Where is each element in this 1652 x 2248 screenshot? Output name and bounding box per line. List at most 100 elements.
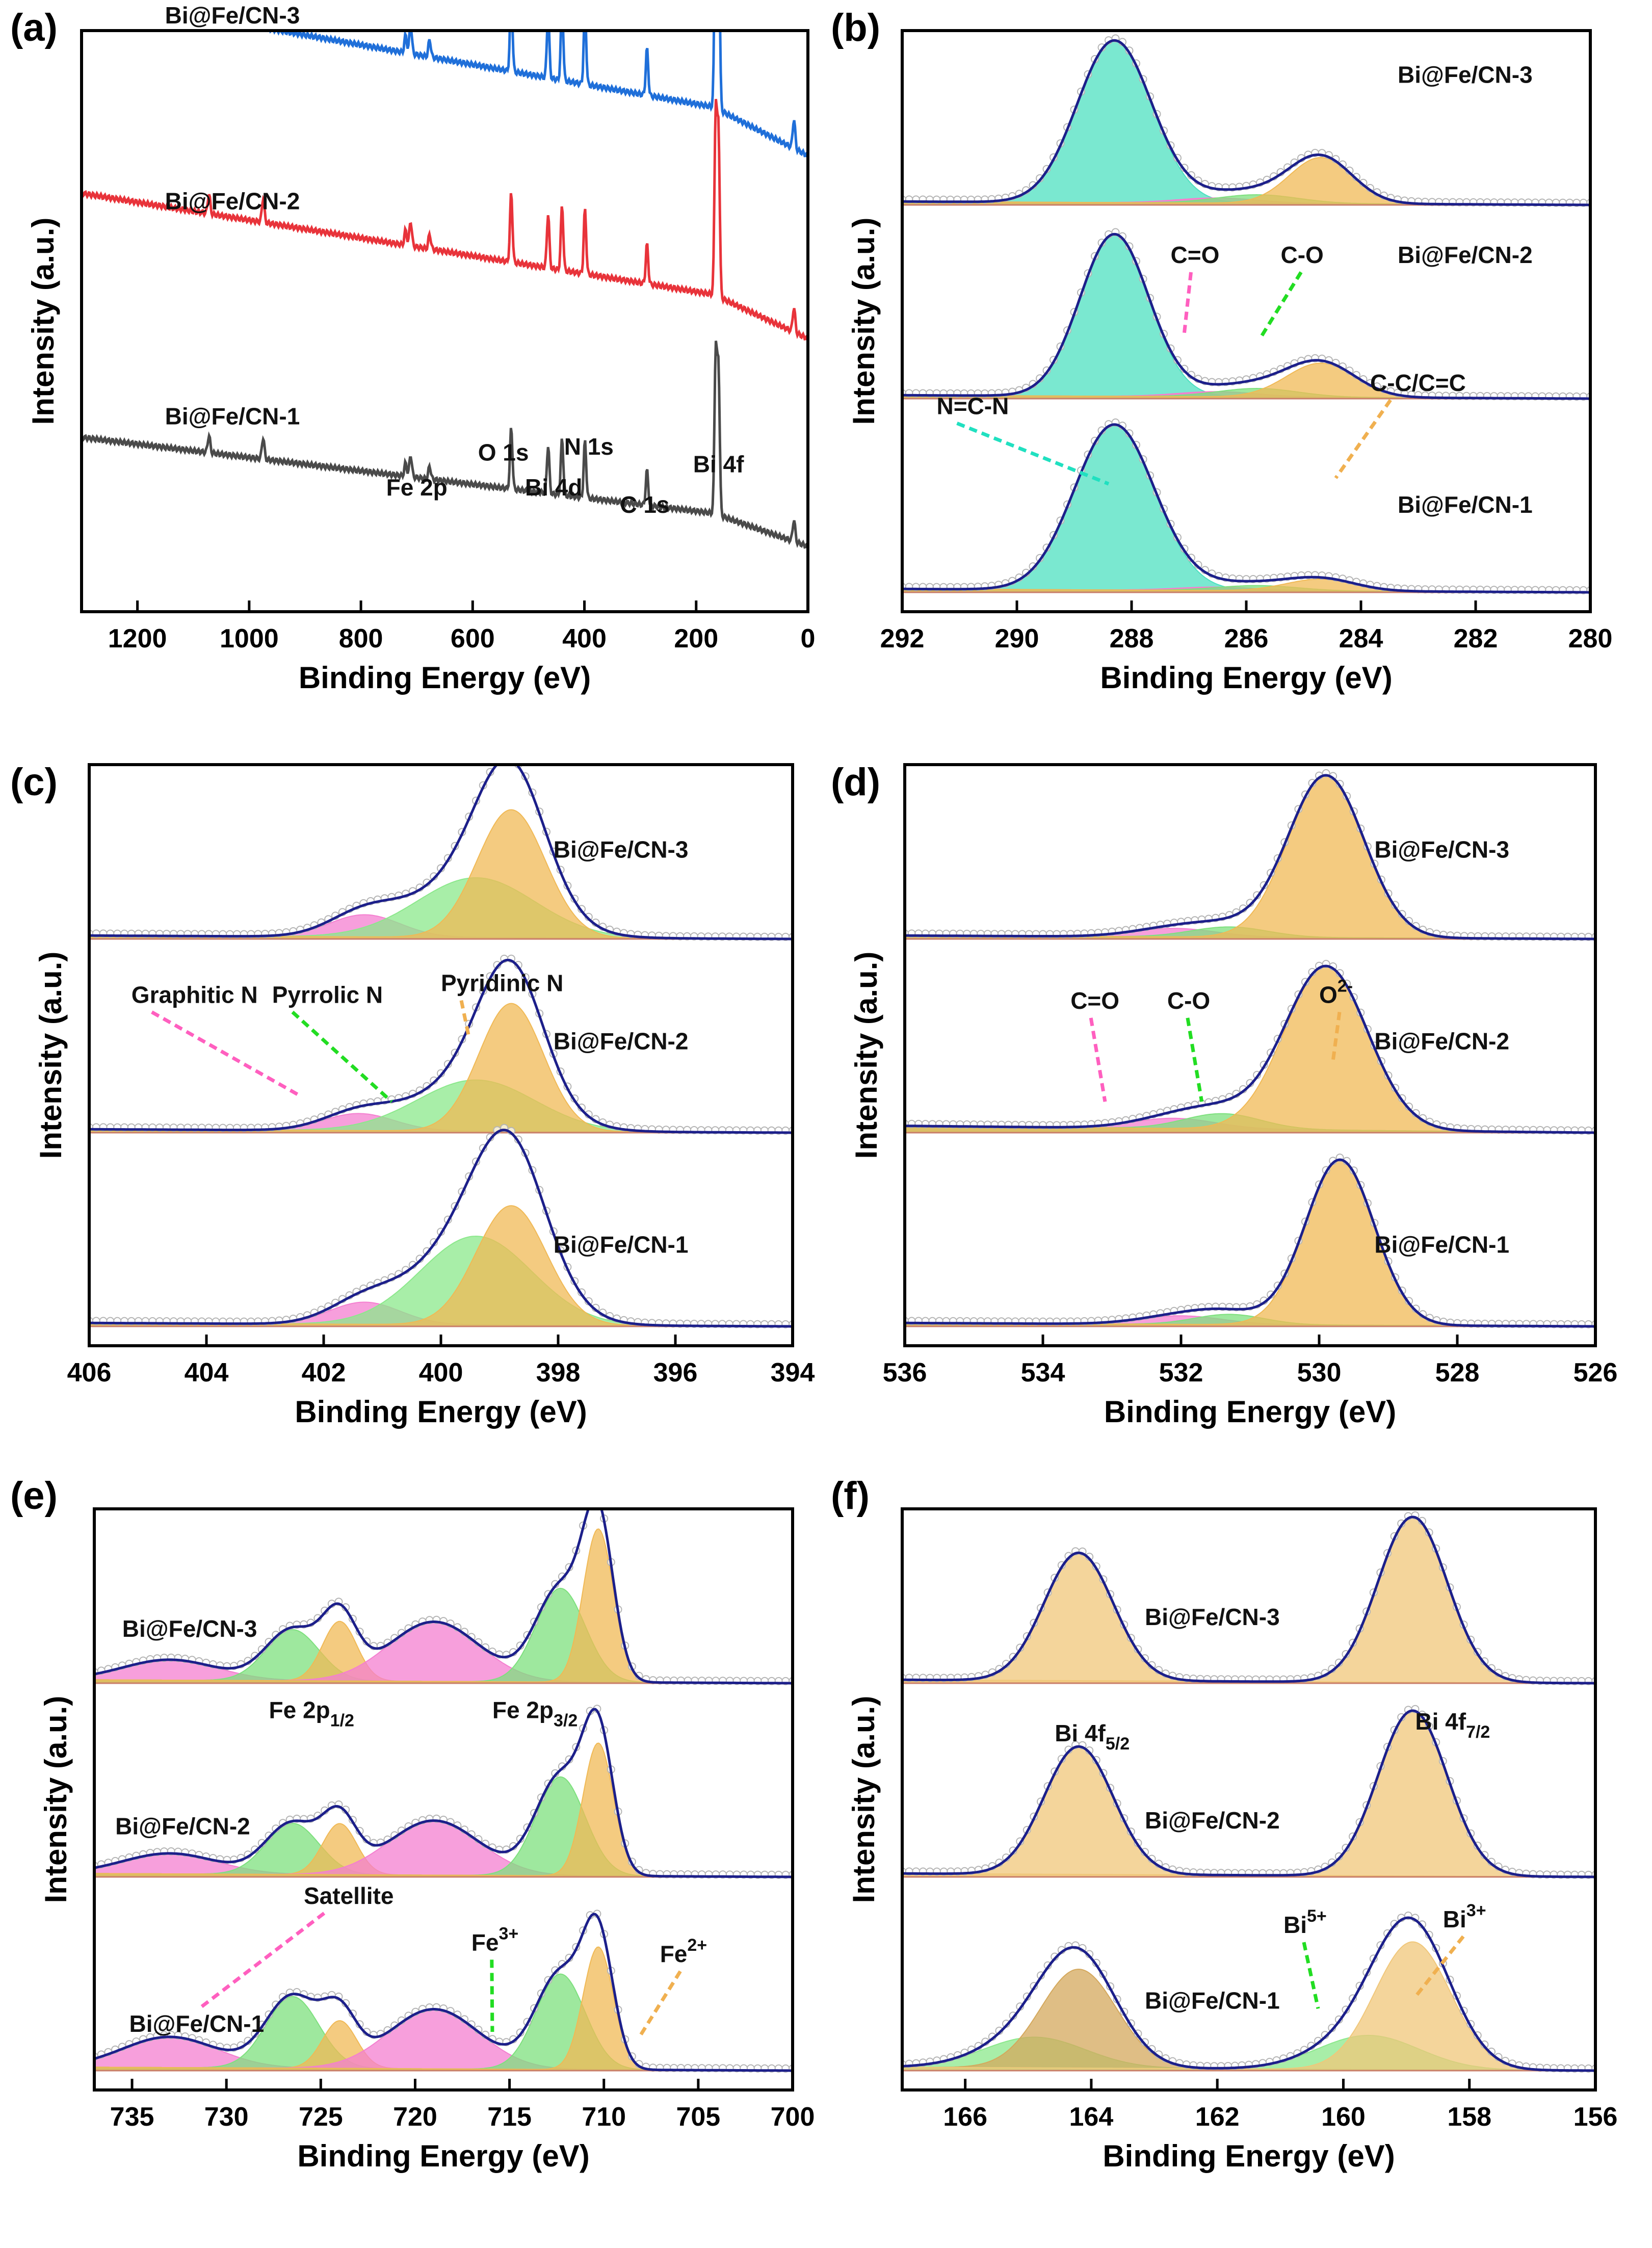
fit-envelope [96,1708,791,1878]
x-tick-label-f: 160 [1321,2102,1366,2132]
x-tick-label-e: 700 [771,2102,815,2132]
x-tick-label-c: 400 [419,1358,463,1388]
x-tick-label-f: 156 [1574,2102,1618,2132]
component-peak [91,878,791,939]
component-outline [904,1517,1594,1684]
fit-envelope [906,964,1594,1134]
x-tick-label-e: 725 [299,2102,343,2132]
component-peak [904,1942,1594,2071]
x-tick-label-b: 286 [1224,624,1269,654]
peak-annotation: Bi3+ [1443,1901,1486,1932]
annotation-leader [1331,1011,1342,1061]
x-tick-label-a: 600 [451,624,495,654]
annotation-leader [1258,271,1303,340]
plot-area-b [904,34,1589,594]
peak-label: Bi 4d [525,474,582,501]
sample-label: Bi@Fe/CN-3 [554,836,689,862]
x-tick-label-e: 705 [676,2102,720,2132]
peak-annotation: Fe2+ [660,1936,707,1967]
component-peak [904,40,1589,205]
raw-data-points [904,418,1589,594]
peak-annotation: Pyridinic N [441,970,563,997]
component-peak [96,2009,791,2071]
component-peak [904,1711,1594,1877]
panel-e: (e) 735 730 725 720 715 710 705 700 Binding Energ… [10,1474,815,2173]
x-tick-label-b: 284 [1339,624,1383,654]
component-peak [96,1823,791,1877]
fit-envelope [904,232,1589,400]
peak-label: Fe 2p [386,474,448,501]
component-peak [96,1947,791,2071]
x-tick-label-b: 280 [1568,624,1613,654]
peak-annotation-main: Bi [1443,1906,1466,1932]
raw-data-points [906,1154,1594,1328]
group-label-sub: 5/2 [1106,1734,1130,1754]
panel-a: (a) 1200 1000 800 600 400 200 0 Binding Energy (… [10,2,815,695]
annotation-leader [1334,399,1392,479]
plot-frame-f [901,1507,1597,2092]
x-tick-label-a: 1000 [220,624,279,654]
sample-label: Bi@Fe/CN-1 [165,403,300,429]
peak-label: Bi 4f [693,451,744,477]
y-axis-label-d: Intensity (a.u.) [849,952,883,1159]
peak-annotation-main: Pyridinic N [441,970,563,997]
peak-annotation-sup: 5+ [1307,1906,1327,1926]
group-label-main: Fe 2p [269,1696,330,1723]
x-tick-label-b: 282 [1454,624,1498,654]
peak-annotation: Bi5+ [1283,1906,1327,1938]
annotation-leader [151,1010,301,1097]
fit-envelope [91,766,791,940]
peak-annotation-main: Pyrrolic N [272,981,383,1008]
group-label-sub: 3/2 [554,1711,578,1730]
sample-label: Bi@Fe/CN-2 [1145,1807,1280,1834]
x-axis-label-e: Binding Energy (eV) [297,2139,589,2173]
panel-f: (f) 166 164 162 160 158 156 Binding Energy (eV)… [831,1474,1617,2173]
raw-data-points [904,1705,1594,1879]
x-axis-label-f: Binding Energy (eV) [1103,2139,1395,2173]
peak-annotation-main: Graphitic N [132,981,258,1008]
y-axis-label-f: Intensity (a.u.) [847,1696,881,1903]
x-tick-label-c: 394 [771,1358,815,1388]
component-peak [91,1080,791,1133]
peak-annotation-main: Fe [660,1941,688,1967]
plot-frame-a [80,29,809,613]
panel-label-d: (d) [831,761,880,804]
peak-annotation-main: Satellite [304,1883,394,1909]
plot-frame-e [93,1507,794,2092]
peak-annotation-main: Fe [471,1929,499,1955]
x-tick-label-d: 536 [883,1358,927,1388]
fit-envelope [904,1709,1594,1878]
group-label: Fe 2p1/2 [269,1696,354,1730]
sample-label: Bi@Fe/CN-3 [122,1615,257,1642]
fit-envelope [904,423,1589,594]
peak-annotation-main: O [1319,981,1338,1008]
panel-label-b: (b) [831,6,880,49]
fit-envelope [96,1510,791,1685]
sample-label: Bi@Fe/CN-1 [1374,1232,1509,1258]
x-tick-label-e: 710 [582,2102,626,2132]
x-tick-label-d: 526 [1574,1358,1618,1388]
component-peak [904,1553,1594,1683]
annotation-leader [637,1970,682,2039]
peak-annotation: Fe3+ [471,1924,518,1955]
component-peak [96,1622,791,1683]
sample-label: Bi@Fe/CN-2 [1398,242,1533,268]
raw-data-points [904,34,1589,207]
sample-label: Bi@Fe/CN-1 [129,2010,265,2037]
peak-annotation: Satellite [304,1883,394,1909]
x-axis-label-d: Binding Energy (eV) [1104,1395,1396,1429]
peak-annotation-sup: 3+ [1466,1901,1486,1920]
sample-label: Bi@Fe/CN-3 [1398,62,1533,88]
y-axis-label-a: Intensity (a.u.) [26,218,60,425]
x-tick-label-b: 292 [880,624,925,654]
peak-annotation: O2- [1319,976,1353,1008]
peak-annotation: C=O [1171,242,1220,268]
sample-label: Bi@Fe/CN-1 [1145,1987,1280,2014]
group-label-main: Bi 4f [1415,1708,1466,1735]
peak-annotation-sup: 3+ [499,1924,518,1943]
raw-data-points [906,960,1594,1135]
panel-label-f: (f) [831,1474,870,1518]
peak-annotation-main: C=O [1070,987,1119,1014]
x-tick-label-f: 166 [943,2102,987,2132]
x-tick-label-a: 200 [674,624,718,654]
